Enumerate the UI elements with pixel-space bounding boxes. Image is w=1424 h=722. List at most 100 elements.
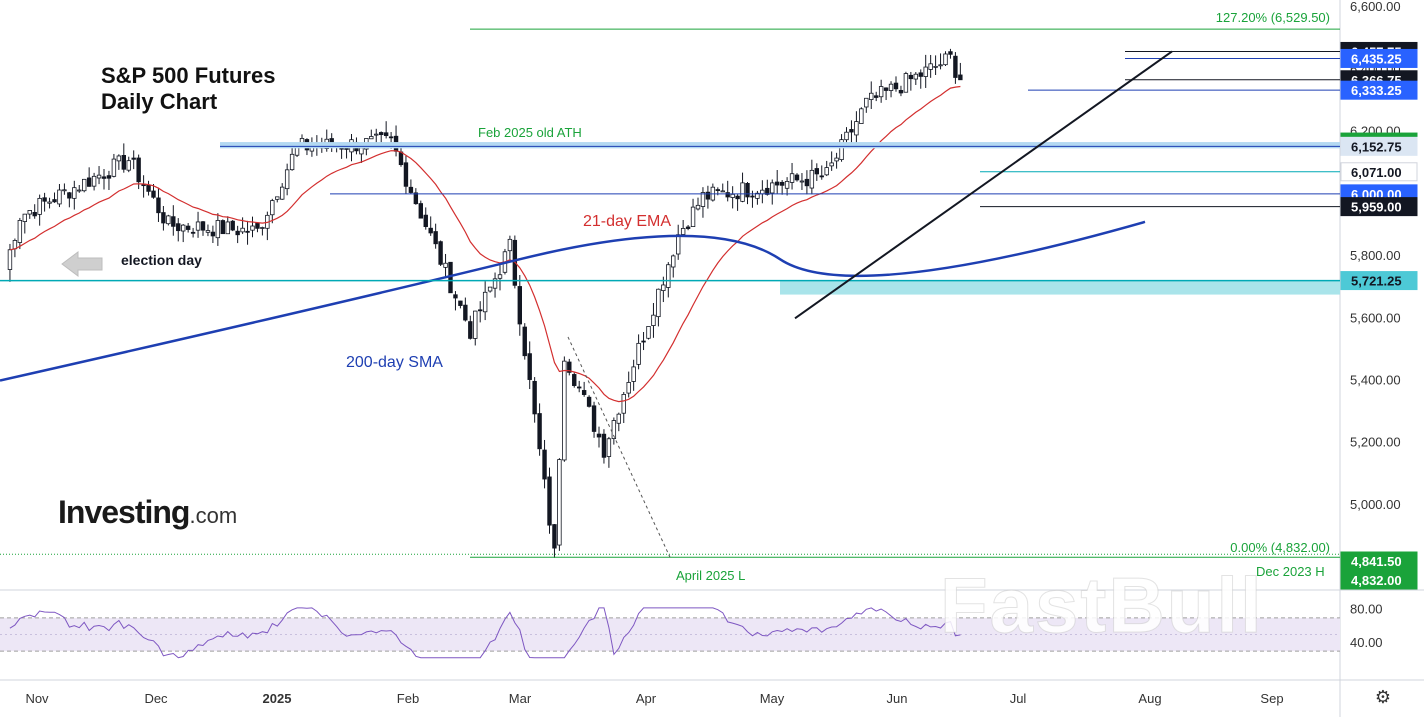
candle-body	[720, 190, 725, 193]
price-badge	[1340, 80, 1418, 100]
candle-body	[784, 181, 790, 189]
price-badge	[1340, 162, 1418, 182]
fib-connector	[567, 336, 671, 558]
candle-body	[903, 73, 909, 93]
candle-body	[829, 162, 834, 167]
candle-body	[374, 133, 379, 136]
price-badge-label: 6,152.75	[1351, 139, 1402, 154]
candle-body	[482, 291, 488, 313]
candle-body	[468, 321, 473, 339]
candle-body	[250, 225, 255, 231]
candle-body	[72, 187, 77, 199]
candle-body	[37, 197, 42, 215]
candle-body	[82, 178, 87, 192]
candle-body	[854, 121, 859, 136]
sma-200-line	[0, 220, 1146, 382]
candle-body	[715, 189, 720, 191]
candle-body	[67, 192, 72, 199]
candle-body	[101, 176, 107, 179]
candle-body	[725, 192, 730, 198]
candle-body	[22, 213, 27, 222]
candle-body	[185, 225, 191, 230]
candle-body	[12, 240, 18, 250]
candle-body	[438, 241, 443, 265]
candle-body	[517, 286, 522, 325]
candle-body	[190, 231, 196, 234]
time-tick-label: Jul	[1010, 691, 1027, 706]
candle-body	[918, 72, 923, 77]
price-badge	[1340, 551, 1418, 571]
candle-body	[418, 203, 423, 219]
candle-body	[948, 51, 953, 55]
candle-body	[685, 226, 691, 229]
candle-body	[794, 174, 800, 181]
candle-body	[552, 524, 557, 549]
candle-body	[671, 255, 676, 268]
candle-body	[938, 64, 943, 67]
time-tick-label: May	[760, 691, 785, 706]
candle-body	[403, 162, 409, 187]
candle-body	[661, 284, 666, 292]
candle-body	[477, 309, 483, 312]
candle-body	[17, 220, 23, 243]
sma-label: 200-day SMA	[346, 354, 443, 371]
candle-body	[131, 157, 136, 160]
candle-body	[136, 157, 141, 183]
candle-body	[923, 66, 928, 77]
candle-body	[279, 186, 285, 200]
candle-body	[606, 438, 612, 457]
candle-body	[834, 157, 839, 162]
candle-body	[537, 413, 542, 450]
time-tick-label: Aug	[1138, 691, 1161, 706]
candle-body	[42, 197, 47, 202]
candle-body	[220, 220, 225, 235]
dec-high-label: Dec 2023 H	[1256, 564, 1325, 579]
candle-body	[750, 195, 755, 198]
time-tick-label: Mar	[509, 691, 532, 706]
candle-body	[814, 168, 819, 175]
candle-body	[171, 216, 176, 227]
candle-body	[779, 181, 785, 186]
candle-body	[898, 89, 904, 94]
candle-body	[275, 196, 280, 200]
price-pane	[0, 0, 1340, 590]
candle-body	[874, 95, 879, 98]
candle-body	[388, 136, 394, 139]
candle-body	[878, 86, 884, 98]
time-tick-label: Dec	[144, 691, 168, 706]
candle-body	[958, 74, 963, 81]
candle-body	[487, 286, 493, 292]
time-tick-label: Sep	[1260, 691, 1283, 706]
price-tick-label: 5,000.00	[1350, 497, 1401, 512]
price-badge-label: 6,435.25	[1351, 51, 1402, 66]
gear-icon[interactable]: ⚙	[1374, 687, 1392, 707]
candle-body	[47, 201, 52, 204]
time-tick-label: Feb	[397, 691, 419, 706]
candle-body	[210, 231, 216, 237]
candle-body	[809, 169, 815, 189]
time-tick-label: Nov	[25, 691, 49, 706]
rsi-tick-label: 40.00	[1350, 635, 1383, 650]
candle-body	[195, 221, 201, 231]
candle-body	[245, 230, 250, 233]
candle-body	[289, 153, 295, 171]
fastbull-watermark: FastBull	[940, 561, 1264, 650]
candle-body	[666, 264, 671, 288]
candle-body	[601, 433, 607, 458]
candle-body	[225, 221, 230, 235]
price-badge-label: 5,721.25	[1351, 274, 1402, 289]
price-badge-label: 5,959.00	[1351, 200, 1402, 215]
candle-body	[581, 390, 587, 395]
candle-body	[676, 234, 681, 255]
price-tick-label: 5,800.00	[1350, 248, 1401, 263]
candle-body	[557, 459, 562, 546]
candle-body	[641, 340, 646, 343]
candle-body	[819, 175, 824, 178]
candle-body	[888, 83, 894, 91]
candle-body	[52, 199, 57, 203]
candle-body	[235, 230, 240, 236]
candle-body	[492, 278, 498, 289]
candle-body	[369, 136, 374, 140]
support-zone	[780, 280, 1340, 295]
